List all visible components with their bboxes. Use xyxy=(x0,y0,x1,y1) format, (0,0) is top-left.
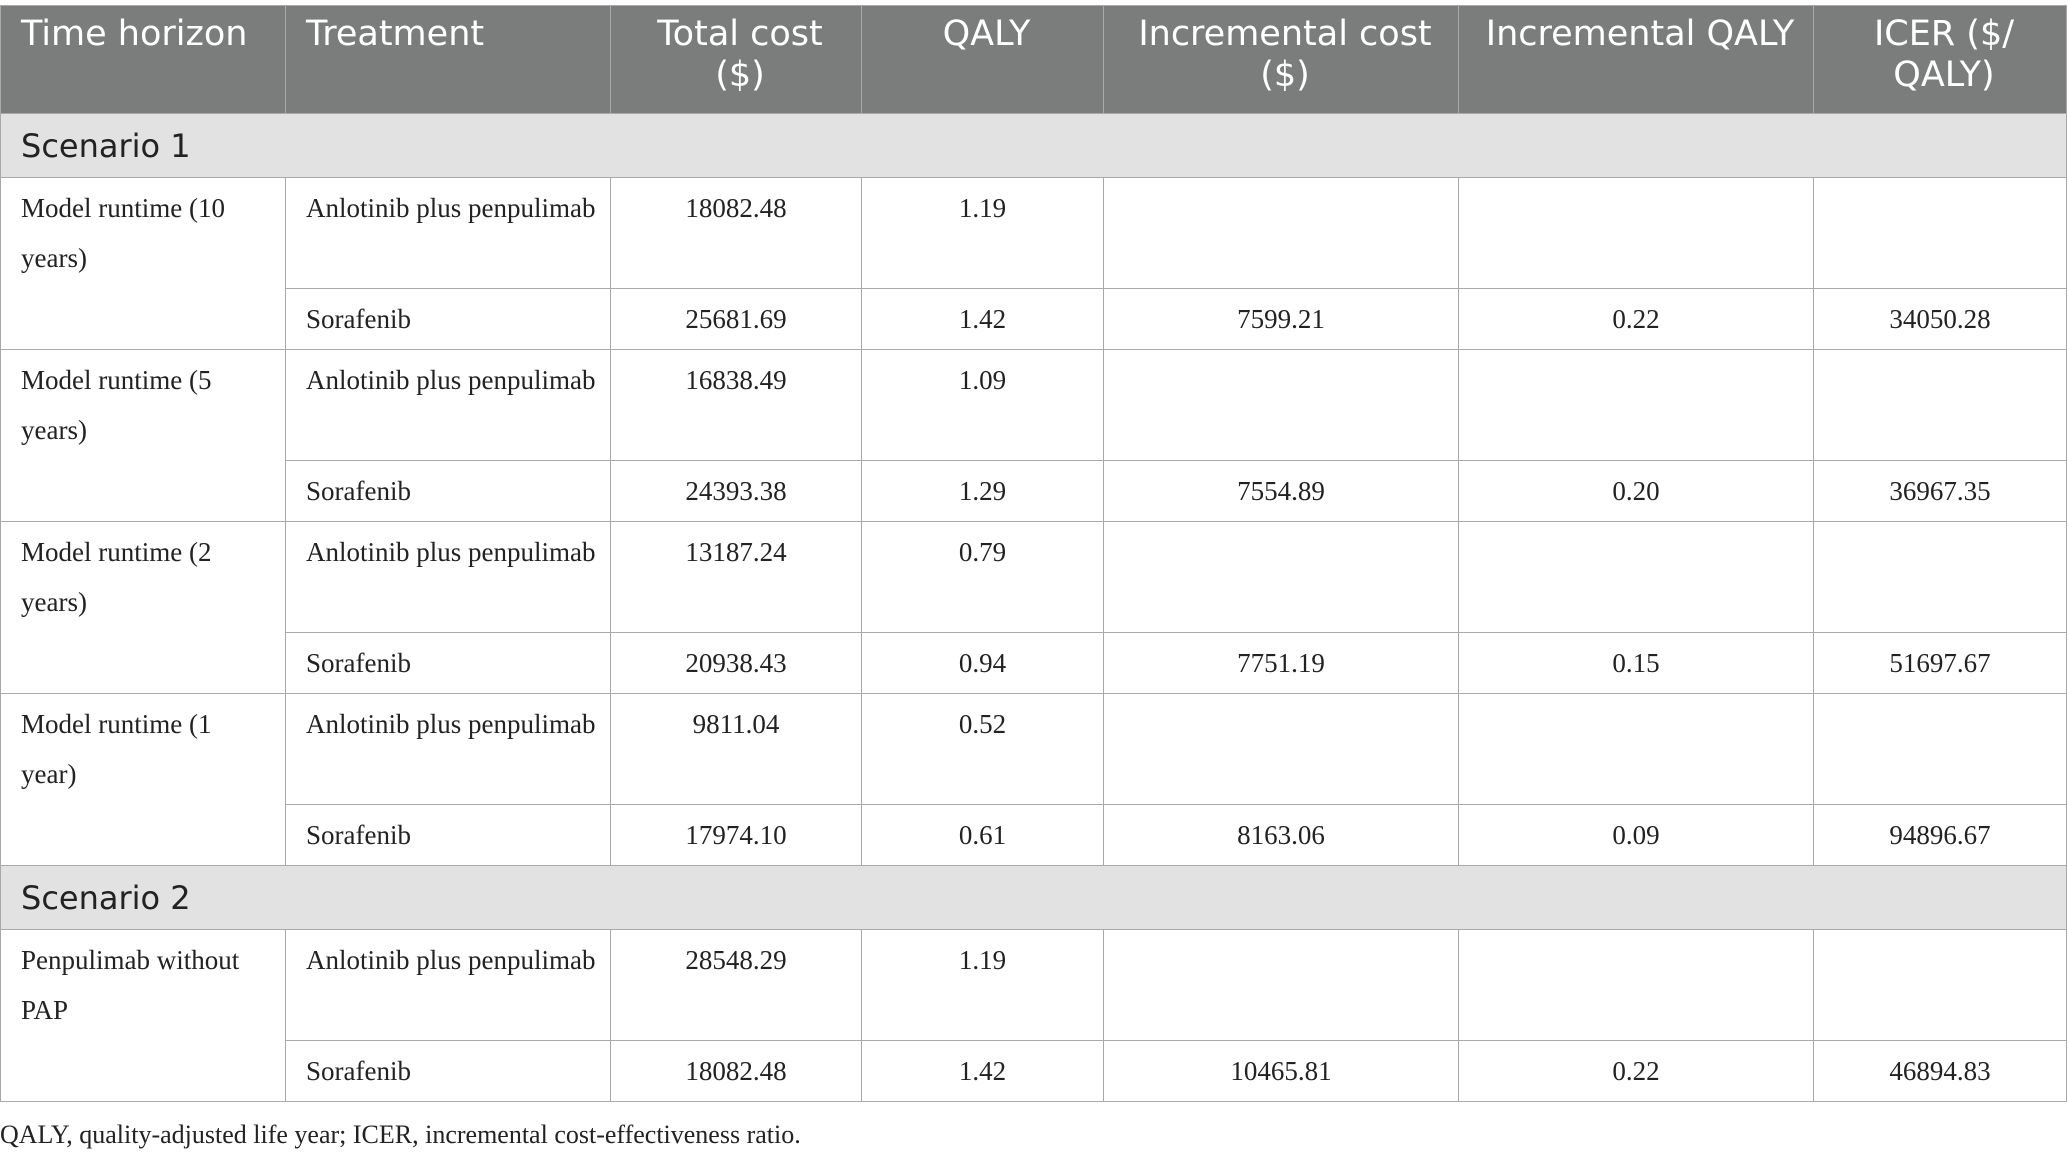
header-total-cost: Total cost ($) xyxy=(610,5,862,114)
table-row: Sorafenib 17974.10 0.61 8163.06 0.09 948… xyxy=(1,804,2067,866)
total-cost-cell: 28548.29 xyxy=(610,929,862,1041)
scenario-row: Scenario 2 xyxy=(0,865,2067,930)
time-horizon-cell: Model runtime (2 years) xyxy=(0,521,286,694)
header-incremental-qaly: Incremental QALY xyxy=(1458,5,1814,114)
total-cost-cell: 18082.48 xyxy=(610,1040,862,1102)
table-row: Model runtime (5 years) Anlotinib plus p… xyxy=(0,349,2067,522)
treatment-cell: Sorafenib xyxy=(285,632,611,694)
incremental-cost-cell xyxy=(1103,349,1459,461)
header-row: Time horizon Treatment Total cost ($) QA… xyxy=(0,5,2067,114)
header-incremental-cost: Incremental cost ($) xyxy=(1103,5,1459,114)
qaly-cell: 0.52 xyxy=(861,693,1104,805)
icer-cell: 34050.28 xyxy=(1813,288,2067,350)
table-row: Sorafenib 20938.43 0.94 7751.19 0.15 516… xyxy=(1,632,2067,694)
table-row: Sorafenib 25681.69 1.42 7599.21 0.22 340… xyxy=(1,288,2067,350)
incremental-cost-cell: 8163.06 xyxy=(1103,804,1459,866)
table-footnote: QALY, quality-adjusted life year; ICER, … xyxy=(0,1120,801,1149)
time-horizon-cell: Model runtime (1 year) xyxy=(0,693,286,866)
treatment-cell: Sorafenib xyxy=(285,460,611,522)
treatment-cell: Sorafenib xyxy=(285,1040,611,1102)
total-cost-cell: 25681.69 xyxy=(610,288,862,350)
total-cost-cell: 13187.24 xyxy=(610,521,862,633)
incremental-qaly-cell: 0.22 xyxy=(1458,1040,1814,1102)
table-row: Sorafenib 18082.48 1.42 10465.81 0.22 46… xyxy=(1,1040,2067,1102)
incremental-qaly-cell: 0.22 xyxy=(1458,288,1814,350)
treatment-cell: Anlotinib plus penpulimab xyxy=(285,693,611,805)
qaly-cell: 1.09 xyxy=(861,349,1104,461)
treatment-cell: Sorafenib xyxy=(285,288,611,350)
incremental-qaly-cell xyxy=(1458,929,1814,1041)
incremental-qaly-cell xyxy=(1458,177,1814,289)
incremental-cost-cell: 7554.89 xyxy=(1103,460,1459,522)
table-row: Model runtime (10 years) Anlotinib plus … xyxy=(0,177,2067,350)
treatment-cell: Sorafenib xyxy=(285,804,611,866)
scenario-label: Scenario 2 xyxy=(0,865,2067,930)
qaly-cell: 1.19 xyxy=(861,177,1104,289)
time-horizon-cell: Model runtime (10 years) xyxy=(0,177,286,350)
scenario-label: Scenario 1 xyxy=(0,113,2067,178)
qaly-cell: 1.42 xyxy=(861,1040,1104,1102)
incremental-cost-cell xyxy=(1103,521,1459,633)
incremental-cost-cell xyxy=(1103,929,1459,1041)
icer-cell: 46894.83 xyxy=(1813,1040,2067,1102)
icer-cell xyxy=(1813,349,2067,461)
header-time-horizon: Time horizon xyxy=(0,5,286,114)
icer-cell xyxy=(1813,693,2067,805)
table-row: Penpulimab without PAP Anlotinib plus pe… xyxy=(0,929,2067,1102)
qaly-cell: 0.94 xyxy=(861,632,1104,694)
incremental-qaly-cell xyxy=(1458,521,1814,633)
incremental-cost-cell xyxy=(1103,177,1459,289)
table-row: Model runtime (2 years) Anlotinib plus p… xyxy=(0,521,2067,694)
incremental-qaly-cell xyxy=(1458,349,1814,461)
treatment-cell: Anlotinib plus penpulimab xyxy=(285,929,611,1041)
incremental-cost-cell: 7751.19 xyxy=(1103,632,1459,694)
icer-cell: 36967.35 xyxy=(1813,460,2067,522)
total-cost-cell: 17974.10 xyxy=(610,804,862,866)
total-cost-cell: 18082.48 xyxy=(610,177,862,289)
table-row: Sorafenib 24393.38 1.29 7554.89 0.20 369… xyxy=(1,460,2067,522)
incremental-cost-cell: 7599.21 xyxy=(1103,288,1459,350)
incremental-cost-cell: 10465.81 xyxy=(1103,1040,1459,1102)
total-cost-cell: 16838.49 xyxy=(610,349,862,461)
incremental-qaly-cell xyxy=(1458,693,1814,805)
scenario-row: Scenario 1 xyxy=(0,113,2067,178)
icer-cell: 94896.67 xyxy=(1813,804,2067,866)
incremental-cost-cell xyxy=(1103,693,1459,805)
time-horizon-cell: Penpulimab without PAP xyxy=(0,929,286,1102)
qaly-cell: 1.19 xyxy=(861,929,1104,1041)
incremental-qaly-cell: 0.09 xyxy=(1458,804,1814,866)
qaly-cell: 1.42 xyxy=(861,288,1104,350)
qaly-cell: 0.79 xyxy=(861,521,1104,633)
total-cost-cell: 9811.04 xyxy=(610,693,862,805)
time-horizon-cell: Model runtime (5 years) xyxy=(0,349,286,522)
incremental-qaly-cell: 0.20 xyxy=(1458,460,1814,522)
table-row: Model runtime (1 year) Anlotinib plus pe… xyxy=(0,693,2067,866)
header-qaly: QALY xyxy=(861,5,1104,114)
treatment-cell: Anlotinib plus penpulimab xyxy=(285,349,611,461)
icer-cell xyxy=(1813,177,2067,289)
total-cost-cell: 20938.43 xyxy=(610,632,862,694)
icer-cell xyxy=(1813,929,2067,1041)
incremental-qaly-cell: 0.15 xyxy=(1458,632,1814,694)
total-cost-cell: 24393.38 xyxy=(610,460,862,522)
icer-cell xyxy=(1813,521,2067,633)
treatment-cell: Anlotinib plus penpulimab xyxy=(285,521,611,633)
treatment-cell: Anlotinib plus penpulimab xyxy=(285,177,611,289)
header-icer: ICER ($/ QALY) xyxy=(1813,5,2067,114)
qaly-cell: 1.29 xyxy=(861,460,1104,522)
icer-cell: 51697.67 xyxy=(1813,632,2067,694)
qaly-cell: 0.61 xyxy=(861,804,1104,866)
results-table: Time horizon Treatment Total cost ($) QA… xyxy=(0,5,2067,1102)
header-treatment: Treatment xyxy=(285,5,611,114)
